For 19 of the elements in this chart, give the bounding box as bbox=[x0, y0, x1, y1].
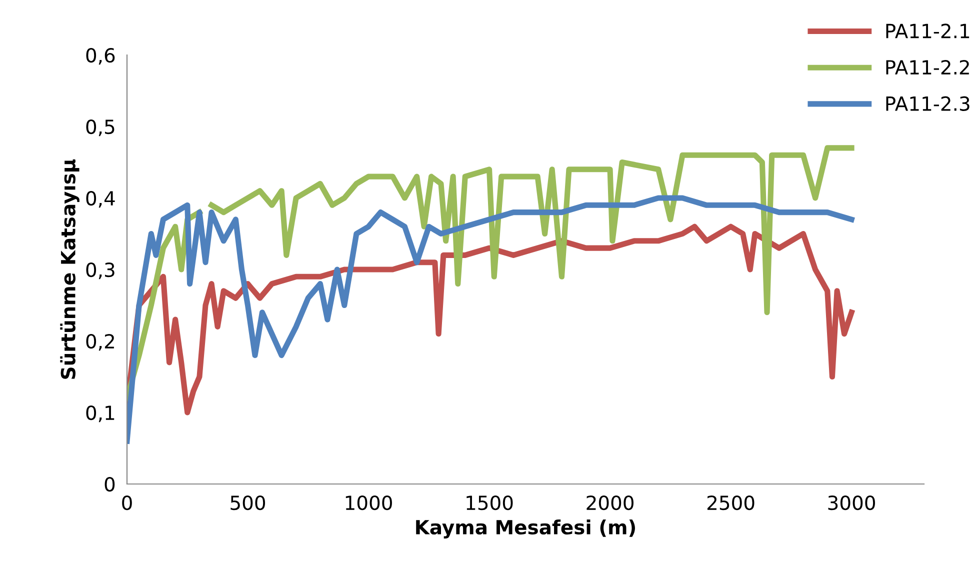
x-tick-label: 1500 bbox=[466, 495, 513, 510]
y-tick-label: 0,2 bbox=[86, 334, 114, 351]
y-tick-label: 0,3 bbox=[86, 262, 114, 280]
y-tick-label: 0,6 bbox=[86, 48, 115, 65]
x-axis-title: Kayma Mesafesi (m) bbox=[416, 519, 635, 538]
y-axis-title: Sürtünme Katsayısµ bbox=[60, 159, 80, 379]
y-tick-label: 0,4 bbox=[86, 190, 115, 208]
x-tick-label: 1000 bbox=[346, 495, 392, 510]
x-tick-label: 3000 bbox=[828, 495, 875, 510]
y-tick-label: 0,5 bbox=[86, 119, 114, 136]
y-tick-label: 0,1 bbox=[86, 405, 114, 422]
y-tick-label: 0 bbox=[104, 476, 115, 492]
x-tick-label: 500 bbox=[230, 495, 266, 510]
x-tick-label: 2000 bbox=[586, 495, 634, 510]
legend-label: PA11-2.1 bbox=[886, 24, 970, 38]
legend-label: PA11-2.2 bbox=[886, 60, 969, 74]
legend-label: PA11-2.3 bbox=[886, 96, 970, 111]
x-tick-label: 0 bbox=[122, 495, 132, 510]
x-tick-label: 2500 bbox=[707, 495, 754, 510]
